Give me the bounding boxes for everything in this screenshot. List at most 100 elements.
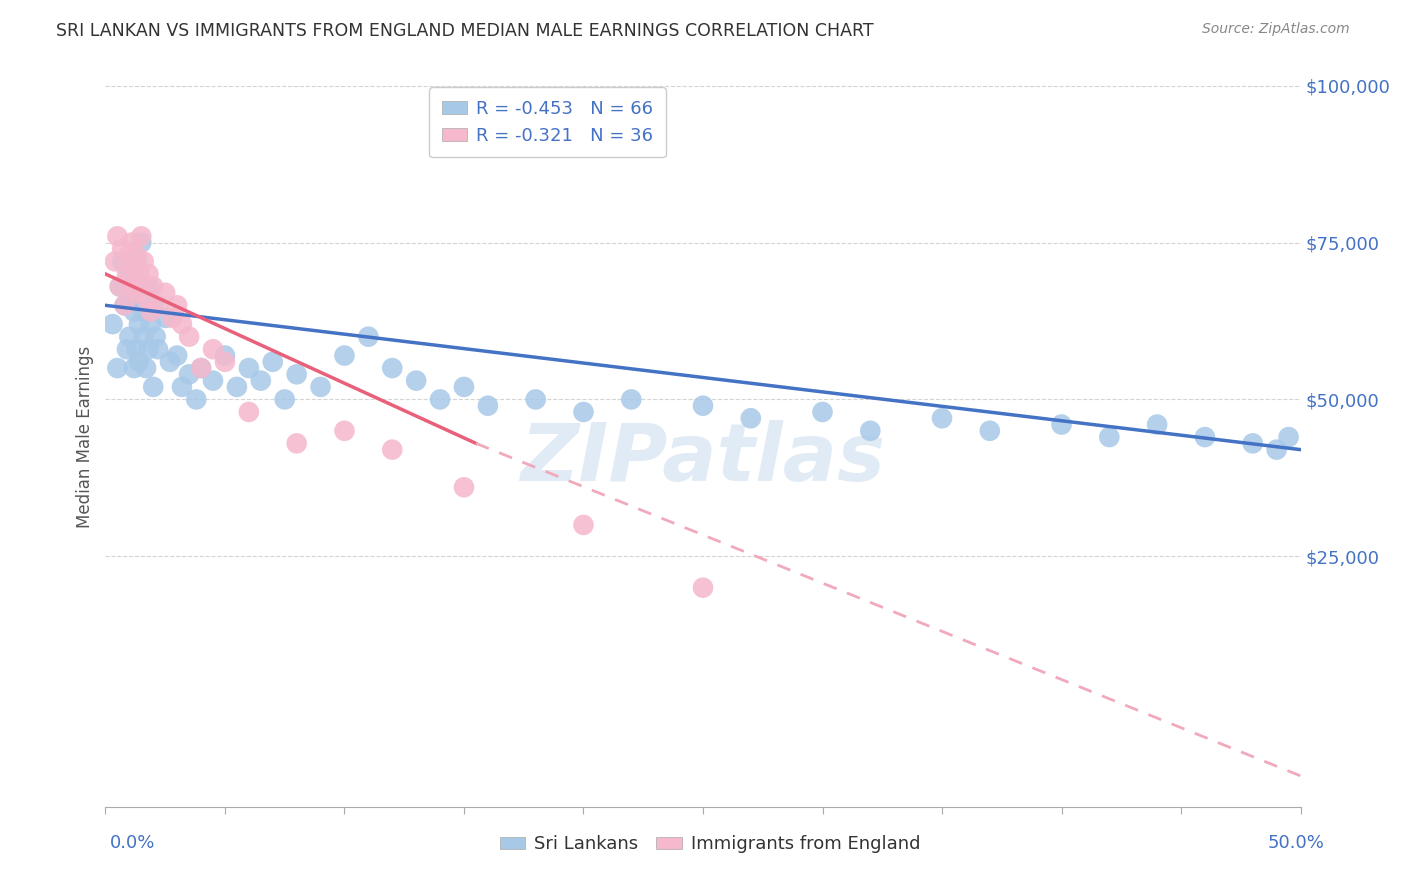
Point bbox=[429, 392, 451, 407]
Point bbox=[145, 329, 167, 343]
Point bbox=[142, 279, 165, 293]
Point bbox=[118, 329, 141, 343]
Point bbox=[122, 260, 145, 275]
Point bbox=[138, 267, 160, 281]
Point bbox=[202, 343, 225, 357]
Point bbox=[125, 343, 148, 357]
Point bbox=[142, 298, 165, 312]
Point bbox=[477, 399, 499, 413]
Point bbox=[166, 298, 188, 312]
Point bbox=[121, 292, 143, 306]
Point bbox=[333, 349, 356, 363]
Point bbox=[524, 392, 547, 407]
Point bbox=[190, 361, 212, 376]
Point bbox=[142, 380, 165, 394]
Point bbox=[122, 361, 145, 376]
Point bbox=[129, 229, 153, 244]
Point bbox=[132, 304, 155, 318]
Point bbox=[1146, 417, 1168, 432]
Point bbox=[125, 285, 148, 300]
Legend: R = -0.453   N = 66, R = -0.321   N = 36: R = -0.453 N = 66, R = -0.321 N = 36 bbox=[429, 87, 666, 157]
Point bbox=[453, 380, 475, 394]
Point bbox=[129, 235, 153, 250]
Text: SRI LANKAN VS IMMIGRANTS FROM ENGLAND MEDIAN MALE EARNINGS CORRELATION CHART: SRI LANKAN VS IMMIGRANTS FROM ENGLAND ME… bbox=[56, 22, 875, 40]
Point bbox=[132, 254, 155, 268]
Point bbox=[262, 355, 284, 369]
Point bbox=[146, 343, 169, 357]
Point bbox=[132, 329, 155, 343]
Point bbox=[177, 368, 201, 382]
Point bbox=[166, 349, 188, 363]
Point bbox=[979, 424, 1001, 438]
Point bbox=[1277, 430, 1299, 444]
Point bbox=[572, 517, 595, 532]
Point bbox=[190, 361, 212, 376]
Point bbox=[153, 285, 177, 300]
Point bbox=[238, 405, 260, 419]
Point bbox=[138, 279, 160, 293]
Point bbox=[111, 254, 134, 268]
Text: 0.0%: 0.0% bbox=[110, 834, 155, 852]
Point bbox=[931, 411, 953, 425]
Point bbox=[811, 405, 834, 419]
Point bbox=[121, 279, 143, 293]
Legend: Sri Lankans, Immigrants from England: Sri Lankans, Immigrants from England bbox=[492, 829, 928, 861]
Point bbox=[139, 304, 162, 318]
Y-axis label: Median Male Earnings: Median Male Earnings bbox=[76, 346, 94, 528]
Point bbox=[572, 405, 595, 419]
Point bbox=[1050, 417, 1073, 432]
Point bbox=[159, 355, 181, 369]
Point bbox=[162, 310, 184, 325]
Point bbox=[273, 392, 295, 407]
Point bbox=[129, 279, 153, 293]
Point bbox=[104, 254, 127, 268]
Point bbox=[285, 436, 308, 450]
Point bbox=[118, 248, 141, 262]
Point bbox=[125, 248, 148, 262]
Point bbox=[214, 355, 236, 369]
Point bbox=[108, 279, 131, 293]
Point bbox=[453, 480, 475, 494]
Point bbox=[1098, 430, 1121, 444]
Point bbox=[381, 361, 404, 376]
Point bbox=[692, 399, 714, 413]
Point bbox=[128, 317, 150, 331]
Text: 50.0%: 50.0% bbox=[1268, 834, 1324, 852]
Point bbox=[170, 380, 193, 394]
Point bbox=[114, 298, 136, 312]
Point bbox=[250, 374, 273, 388]
Point bbox=[153, 310, 177, 325]
Point bbox=[107, 229, 129, 244]
Point bbox=[128, 267, 150, 281]
Point bbox=[692, 581, 714, 595]
Point bbox=[115, 267, 138, 281]
Point bbox=[146, 298, 169, 312]
Point bbox=[405, 374, 427, 388]
Point bbox=[111, 242, 134, 256]
Text: Source: ZipAtlas.com: Source: ZipAtlas.com bbox=[1202, 22, 1350, 37]
Point bbox=[121, 235, 143, 250]
Point bbox=[859, 424, 882, 438]
Point bbox=[135, 361, 157, 376]
Point bbox=[139, 317, 162, 331]
Point bbox=[1194, 430, 1216, 444]
Point bbox=[101, 317, 124, 331]
Point bbox=[381, 442, 404, 457]
Point bbox=[202, 374, 225, 388]
Point bbox=[186, 392, 208, 407]
Point bbox=[108, 279, 131, 293]
Point bbox=[138, 343, 160, 357]
Point bbox=[107, 361, 129, 376]
Point bbox=[125, 254, 148, 268]
Point bbox=[740, 411, 762, 425]
Point bbox=[122, 304, 145, 318]
Point bbox=[1265, 442, 1288, 457]
Point bbox=[1241, 436, 1264, 450]
Point bbox=[135, 292, 157, 306]
Point bbox=[129, 279, 153, 293]
Point bbox=[285, 368, 308, 382]
Point bbox=[214, 349, 236, 363]
Point bbox=[115, 343, 138, 357]
Point bbox=[128, 355, 150, 369]
Point bbox=[620, 392, 643, 407]
